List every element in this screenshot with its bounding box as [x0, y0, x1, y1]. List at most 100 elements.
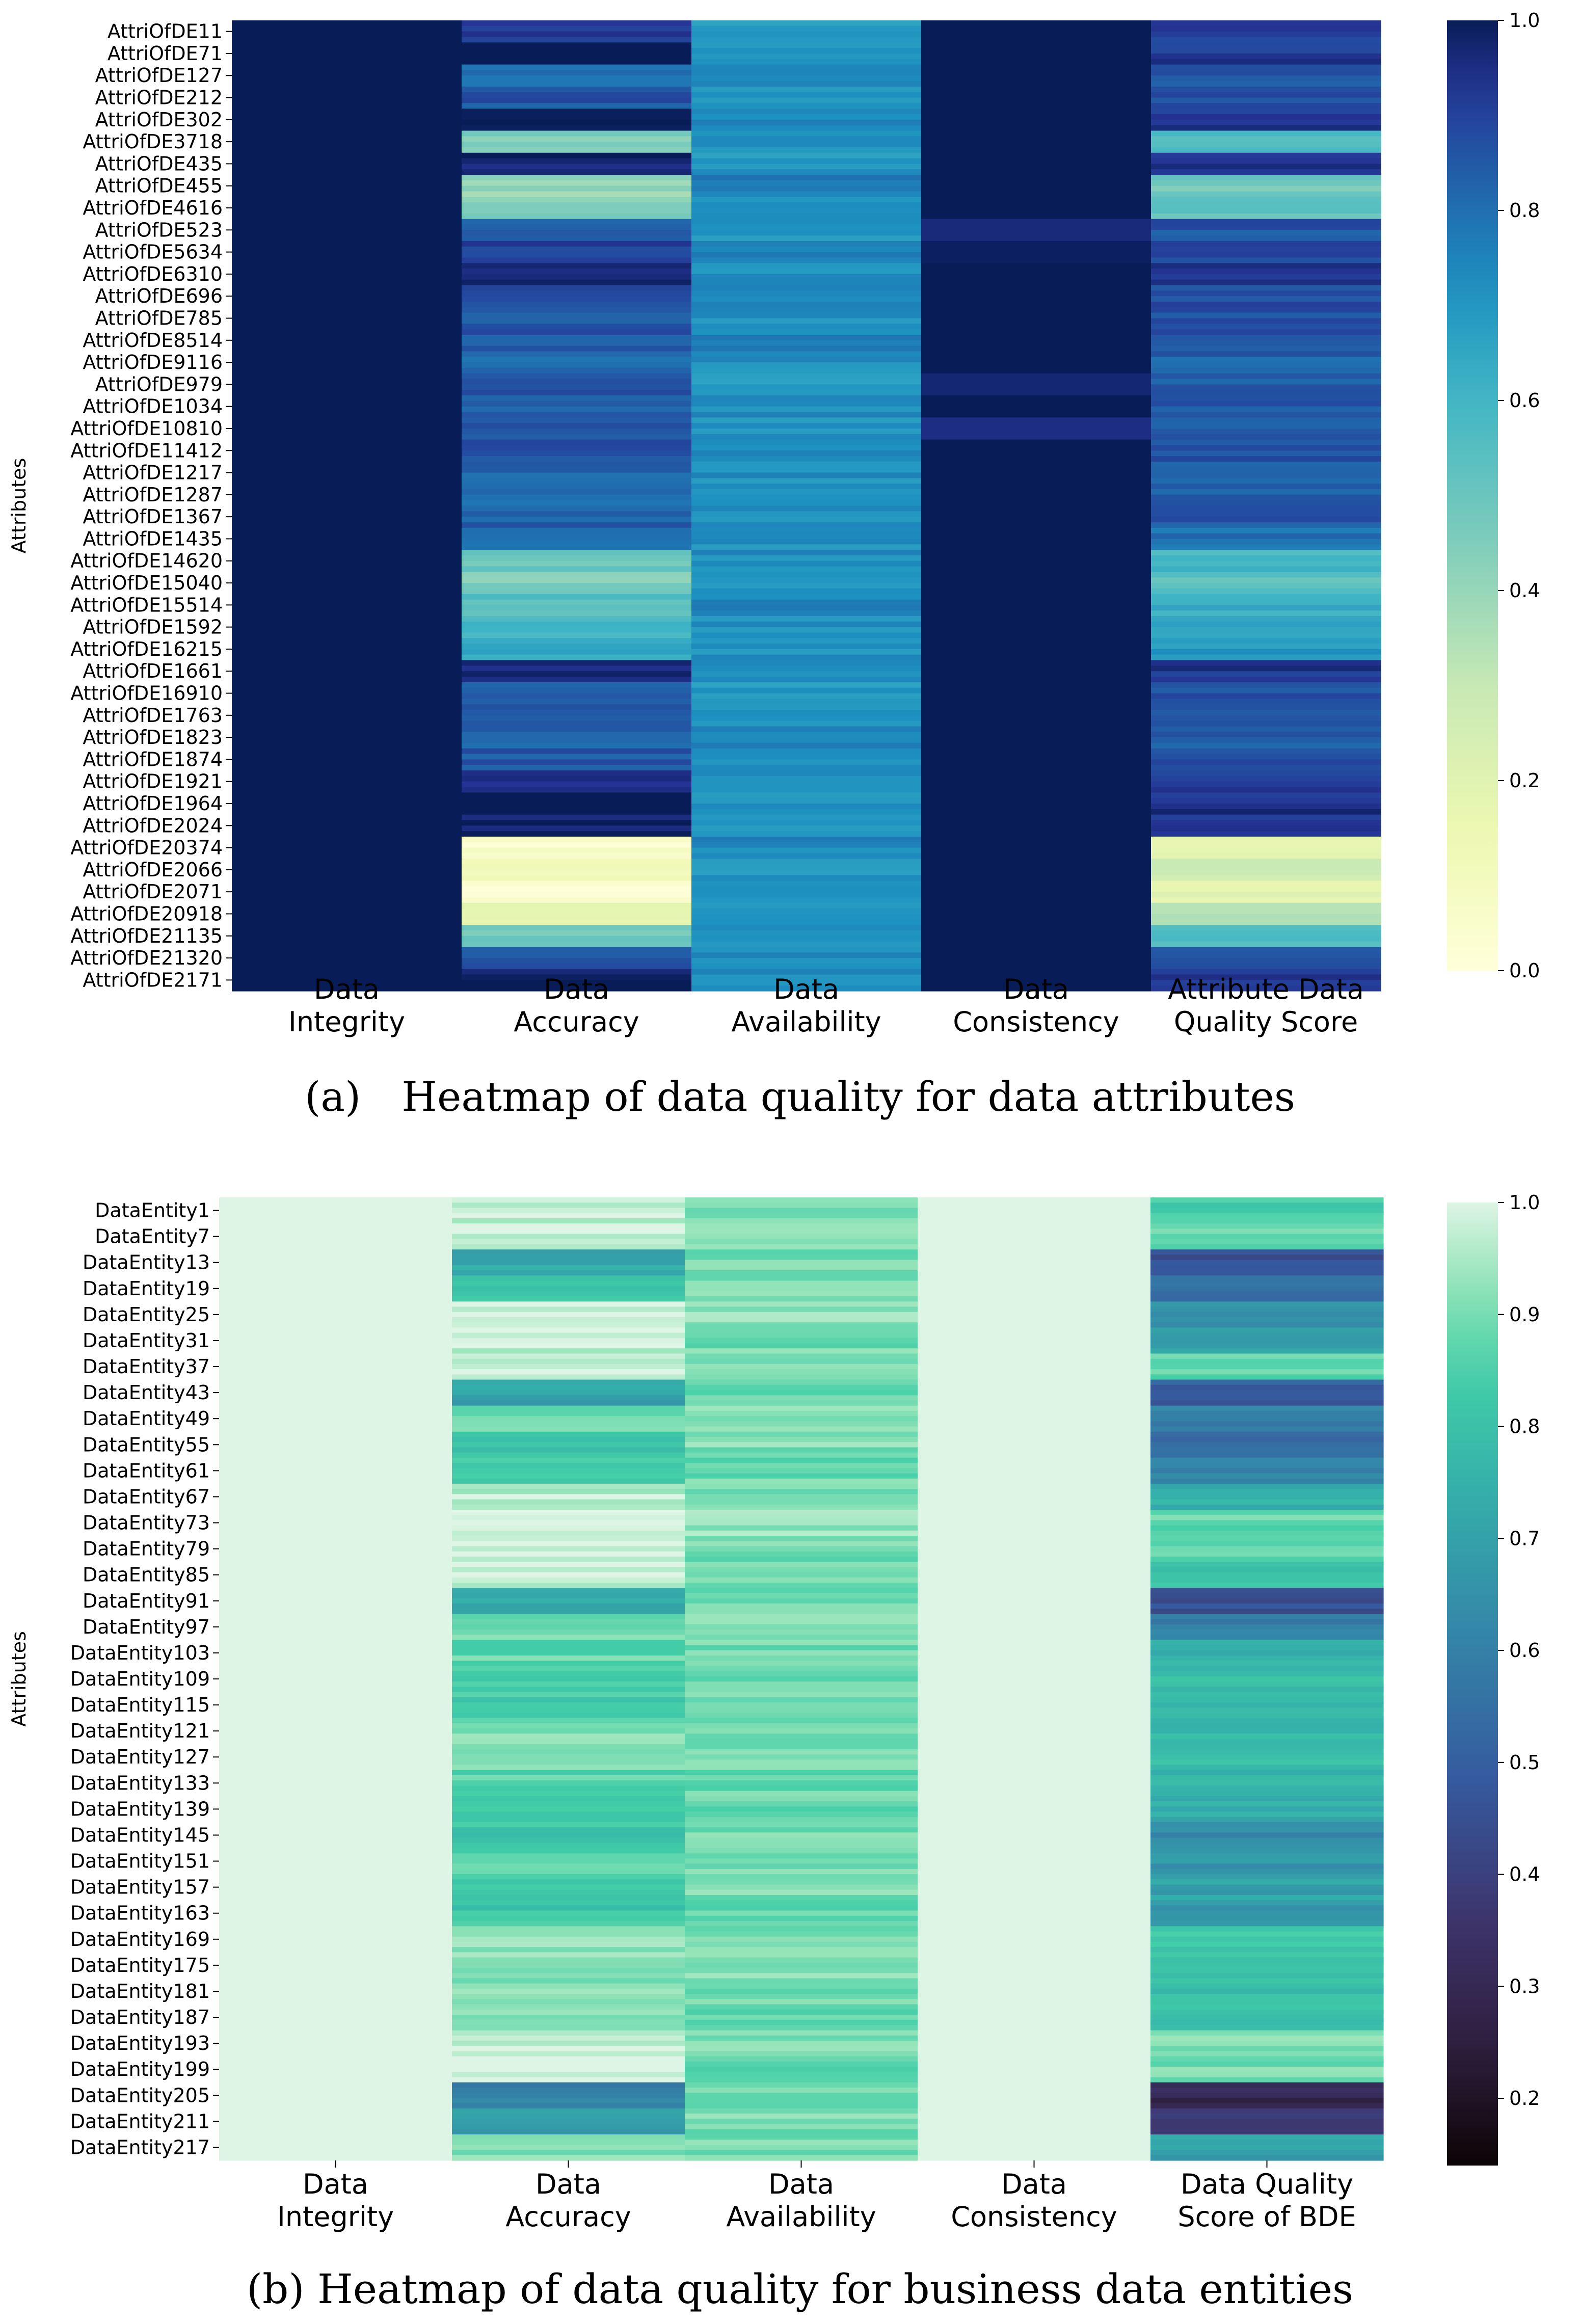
heatmap-cell — [918, 1203, 1151, 1209]
heatmap-cell — [462, 677, 692, 683]
heatmap-cell — [691, 478, 922, 484]
heatmap-cell — [232, 781, 462, 788]
heatmap-cell — [921, 312, 1151, 319]
heatmap-cell — [1150, 1520, 1384, 1526]
heatmap-cell — [918, 1707, 1151, 1714]
heatmap-cell — [232, 892, 462, 898]
heatmap-cell — [452, 1941, 685, 1947]
heatmap-cell — [232, 489, 462, 495]
heatmap-cell — [219, 1468, 452, 1474]
heatmap-cell — [918, 2041, 1151, 2046]
heatmap-cell — [921, 367, 1151, 374]
heatmap-cell — [918, 1390, 1151, 1396]
heatmap-cell — [232, 478, 462, 484]
heatmap-cell — [462, 550, 692, 556]
heatmap-cell — [918, 1551, 1151, 1557]
heatmap-cell — [452, 1583, 685, 1588]
heatmap-cell — [921, 362, 1151, 368]
heatmap-cell — [1150, 1390, 1384, 1396]
heatmap-cell — [921, 379, 1151, 385]
heatmap-cell — [1151, 742, 1381, 749]
heatmap-cell — [685, 1244, 918, 1250]
heatmap-cell — [1151, 334, 1381, 341]
heatmap-cell — [219, 2145, 452, 2151]
heatmap-cell — [232, 842, 462, 848]
heatmap-cell — [1151, 842, 1381, 848]
heatmap-cell — [691, 164, 922, 170]
heatmap-cell — [1150, 1301, 1384, 1307]
heatmap-cell — [691, 864, 922, 870]
heatmap-cell — [685, 1619, 918, 1625]
heatmap-cell — [918, 1853, 1151, 1859]
heatmap-cell — [452, 1301, 685, 1307]
heatmap-cell — [219, 1562, 452, 1567]
heatmap-cell — [918, 2077, 1151, 2083]
heatmap-cell — [921, 31, 1151, 38]
heatmap-cell — [1150, 1556, 1384, 1562]
heatmap-cell — [232, 677, 462, 683]
heatmap-cell — [452, 1218, 685, 1224]
heatmap-cell — [918, 1265, 1151, 1271]
heatmap-cell — [462, 952, 692, 958]
heatmap-cell — [462, 81, 692, 87]
heatmap-cell — [219, 1973, 452, 1979]
heatmap-cell — [219, 1593, 452, 1599]
heatmap-cell — [918, 1588, 1151, 1594]
heatmap-cell — [1151, 114, 1381, 120]
heatmap-cell — [1150, 1239, 1384, 1245]
heatmap-cell — [685, 1744, 918, 1750]
heatmap-cell — [1150, 1853, 1384, 1859]
heatmap-cell — [1151, 836, 1381, 843]
heatmap-cell — [232, 103, 462, 109]
heatmap-cell — [685, 1775, 918, 1781]
heatmap-cell — [918, 2025, 1151, 2031]
heatmap-cell — [462, 224, 692, 230]
heatmap-cell — [1150, 1733, 1384, 1740]
heatmap-cell — [1151, 318, 1381, 324]
heatmap-cell — [219, 1208, 452, 1214]
x-tick-label: Availability — [731, 1006, 881, 1038]
heatmap-cell — [462, 715, 692, 722]
heatmap-cell — [232, 517, 462, 523]
heatmap-cell — [685, 1728, 918, 1734]
heatmap-cell — [462, 566, 692, 572]
colorbar-tick-label: 1.0 — [1509, 1191, 1540, 1214]
heatmap-cell — [685, 2035, 918, 2041]
heatmap-cell — [685, 1348, 918, 1354]
y-tick-label: DataEntity103 — [70, 1642, 210, 1664]
y-tick-label: AttriOfDE11 — [108, 20, 223, 43]
heatmap-cell — [462, 980, 692, 986]
heatmap-cell — [232, 682, 462, 688]
heatmap-cell — [918, 1478, 1151, 1484]
heatmap-cell — [921, 980, 1151, 986]
heatmap-cell — [452, 1733, 685, 1740]
heatmap-cell — [921, 252, 1151, 258]
heatmap-cell — [1150, 1817, 1384, 1823]
heatmap-cell — [1150, 1291, 1384, 1297]
heatmap-cell — [452, 1270, 685, 1276]
heatmap-cell — [232, 241, 462, 247]
heatmap-cell — [685, 2082, 918, 2088]
heatmap-cell — [685, 1785, 918, 1792]
heatmap-cell — [918, 1572, 1151, 1578]
colorbar-tick-label: 0.5 — [1509, 1751, 1540, 1774]
heatmap-cell — [452, 2030, 685, 2036]
heatmap-cell — [918, 1457, 1151, 1463]
heatmap-cell — [691, 417, 922, 423]
heatmap-cell — [1151, 390, 1381, 396]
heatmap-cell — [921, 445, 1151, 451]
y-tick-label: DataEntity127 — [70, 1746, 210, 1768]
heatmap-cell — [462, 638, 692, 644]
heatmap-cell — [685, 1801, 918, 1807]
heatmap-cell — [918, 1921, 1151, 1927]
heatmap-cell — [691, 252, 922, 258]
heatmap-cell — [1150, 2124, 1384, 2130]
heatmap-cell — [452, 1436, 685, 1443]
heatmap-cell — [685, 1489, 918, 1494]
heatmap-cell — [691, 279, 922, 286]
heatmap-cell — [691, 599, 922, 605]
heatmap-cell — [918, 1213, 1151, 1219]
heatmap-cell — [691, 847, 922, 853]
y-tick-label: DataEntity13 — [83, 1251, 210, 1274]
heatmap-cell — [1151, 704, 1381, 710]
